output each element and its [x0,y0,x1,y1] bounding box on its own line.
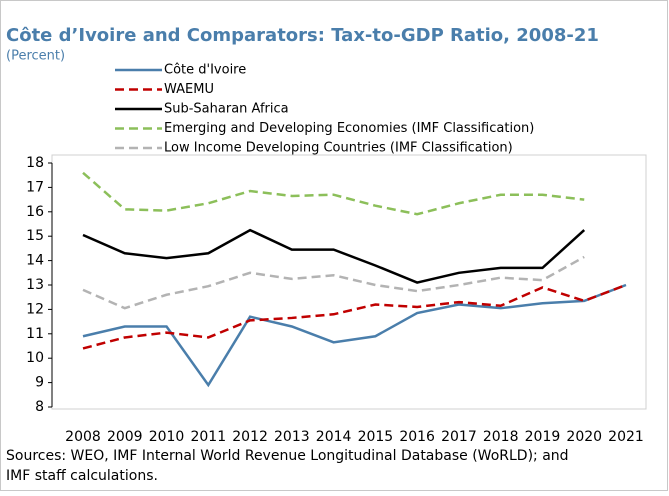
y-tick-label: 12 [26,301,44,317]
y-tick-label: 16 [26,204,44,220]
series-line [82,283,627,350]
x-tick-label: 2017 [441,429,477,445]
y-tick-label: 10 [26,350,44,366]
x-tick-label: 2020 [566,429,602,445]
y-tick-label: 11 [26,326,44,342]
y-tick-label: 17 [26,179,44,195]
x-tick-label: 2010 [149,429,185,445]
x-tick-label: 2018 [483,429,519,445]
y-tick-label: 8 [35,399,44,415]
y-tick-label: 9 [35,375,44,391]
chart-subtitle: (Percent) [6,49,65,64]
chart-title: Côte d’Ivoire and Comparators: Tax-to-GD… [6,25,599,46]
x-tick-label: 2013 [274,429,310,445]
x-tick-label: 2014 [316,429,352,445]
x-tick-label: 2009 [107,429,143,445]
x-tick-label: 2015 [358,429,394,445]
y-tick-label: 18 [26,155,44,171]
legend-label: Côte d'Ivoire [164,63,246,78]
y-tick-label: 15 [26,228,44,244]
x-tick-label: 2012 [232,429,268,445]
legend-label: Emerging and Developing Economies (IMF C… [164,121,534,136]
x-tick-label: 2021 [608,429,644,445]
note: Sources: WEO, IMF Internal World Revenue… [6,448,569,484]
x-tick-label: 2008 [65,429,101,445]
series-line [82,228,586,284]
series-line [82,171,585,216]
plot-frame [51,154,647,410]
legend-label: Low Income Developing Countries (IMF Cla… [164,141,513,156]
series-line [82,283,627,388]
x-tick-label: 2019 [525,429,561,445]
legend-label: Sub-Saharan Africa [164,102,289,117]
x-tick-label: 2016 [399,429,435,445]
x-tick-label: 2011 [190,429,226,445]
y-tick-label: 13 [26,277,44,293]
y-tick-label: 14 [26,253,44,269]
legend-label: WAEMU [164,82,214,97]
series-line [82,255,585,310]
